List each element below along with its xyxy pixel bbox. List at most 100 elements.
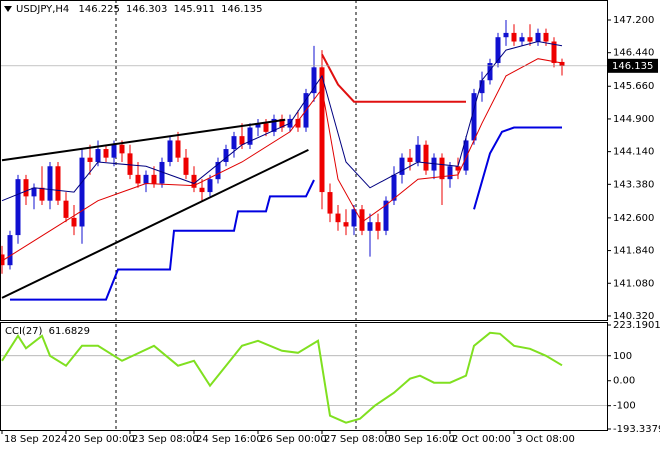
indicator-header: CCI(27) 61.6829 bbox=[5, 326, 90, 337]
y-tick-label: 145.660 bbox=[613, 81, 654, 92]
candle-body bbox=[199, 187, 205, 193]
indicator-line bbox=[1, 40, 563, 202]
candle-body bbox=[463, 140, 469, 171]
y-tick-label: 142.600 bbox=[613, 213, 654, 224]
candle-body bbox=[255, 123, 261, 128]
candle-body bbox=[231, 136, 237, 150]
y-tick-label: -193.3379 bbox=[613, 424, 660, 435]
candle-body bbox=[31, 187, 37, 197]
candle-body bbox=[327, 192, 333, 214]
candle-body bbox=[415, 144, 421, 162]
candle-body bbox=[367, 222, 373, 231]
candle-body bbox=[487, 63, 493, 81]
y-tick-label: -100 bbox=[613, 401, 636, 412]
candle-body bbox=[479, 80, 485, 94]
y-tick-label: 141.840 bbox=[613, 246, 654, 257]
candle-body bbox=[39, 187, 45, 201]
candle-body bbox=[455, 166, 461, 171]
candle-body bbox=[471, 93, 477, 141]
candle-body bbox=[55, 166, 61, 201]
candle-body bbox=[279, 118, 285, 128]
ohlc-low: 145.911 bbox=[174, 4, 215, 15]
y-tick-label: 0.00 bbox=[613, 376, 635, 387]
candle-body bbox=[311, 67, 317, 94]
candle-body bbox=[375, 222, 381, 231]
candle-body bbox=[399, 157, 405, 175]
plot-area bbox=[0, 20, 607, 424]
candle-body bbox=[511, 32, 517, 42]
x-tick-label: 2 Oct 00:00 bbox=[452, 434, 511, 445]
candle-body bbox=[447, 166, 453, 180]
candle-body bbox=[239, 136, 245, 145]
candle-body bbox=[119, 144, 125, 154]
candle-body bbox=[7, 235, 13, 266]
candle-body bbox=[535, 32, 541, 42]
candle-body bbox=[423, 144, 429, 171]
candle-body bbox=[215, 161, 221, 180]
candle-body bbox=[143, 174, 149, 184]
candle-body bbox=[519, 37, 525, 42]
candle-body bbox=[71, 217, 77, 227]
y-tick-label: 144.900 bbox=[613, 114, 654, 125]
candle-body bbox=[63, 200, 69, 218]
x-tick-label: 3 Oct 08:00 bbox=[516, 434, 575, 445]
main-frame bbox=[0, 0, 608, 321]
candle-body bbox=[407, 157, 413, 162]
y-tick-label: 223.1901 bbox=[613, 320, 660, 331]
candle-body bbox=[319, 67, 325, 193]
indicator-line bbox=[321, 53, 466, 103]
candle-body bbox=[439, 157, 445, 180]
candle-body bbox=[527, 37, 533, 42]
candle-body bbox=[79, 157, 85, 227]
x-tick-label: 23 Sep 08:00 bbox=[132, 434, 199, 445]
candle-body bbox=[295, 118, 301, 128]
x-tick-label: 20 Sep 00:00 bbox=[68, 434, 135, 445]
indicator-frame bbox=[0, 322, 608, 431]
candle-body bbox=[343, 222, 349, 227]
last-price-box bbox=[608, 58, 658, 73]
candle-body bbox=[183, 157, 189, 175]
candle-body bbox=[87, 157, 93, 162]
y-tick-label: 144.140 bbox=[613, 147, 654, 158]
y-tick-label: 141.080 bbox=[613, 278, 654, 289]
menu-arrow[interactable] bbox=[4, 6, 12, 12]
y-tick-label: 146.440 bbox=[613, 48, 654, 59]
candle-body bbox=[351, 209, 357, 227]
candle-body bbox=[111, 144, 117, 158]
candle-body bbox=[159, 161, 165, 184]
indicator-line bbox=[1, 118, 286, 162]
x-tick-label: 26 Sep 00:00 bbox=[260, 434, 327, 445]
candle-body bbox=[359, 209, 365, 231]
candle-body bbox=[103, 149, 109, 158]
cci-line bbox=[1, 331, 563, 424]
indicator-line bbox=[1, 58, 563, 262]
indicator-line bbox=[1, 148, 309, 299]
candle-body bbox=[127, 153, 133, 175]
indicator-line bbox=[10, 126, 562, 301]
y-tick-label: 100 bbox=[613, 351, 632, 362]
x-tick-label: 24 Sep 16:00 bbox=[196, 434, 263, 445]
candle-body bbox=[559, 61, 565, 66]
candle-body bbox=[335, 213, 341, 223]
candle-body bbox=[543, 32, 549, 42]
candle-body bbox=[135, 174, 141, 184]
candle-body bbox=[207, 179, 213, 193]
symbol: USDJPY,H4 bbox=[16, 4, 69, 15]
candle-body bbox=[191, 174, 197, 188]
chart-header: USDJPY,H4 146.225 146.303 145.911 146.13… bbox=[16, 4, 262, 15]
candle-body bbox=[0, 254, 5, 266]
x-tick-label: 18 Sep 2024 bbox=[4, 434, 67, 445]
candle-body bbox=[151, 174, 157, 184]
x-tick-label: 27 Sep 08:00 bbox=[324, 434, 391, 445]
candle-body bbox=[383, 200, 389, 231]
candle-body bbox=[271, 118, 277, 132]
candle-body bbox=[551, 41, 557, 64]
ohlc-close: 146.135 bbox=[221, 4, 262, 15]
candle-body bbox=[495, 37, 501, 64]
candle-body bbox=[391, 174, 397, 201]
x-tick-label: 30 Sep 16:00 bbox=[388, 434, 455, 445]
last-price-label: 146.135 bbox=[612, 61, 653, 72]
candle-body bbox=[247, 127, 253, 145]
candle-body bbox=[167, 140, 173, 162]
